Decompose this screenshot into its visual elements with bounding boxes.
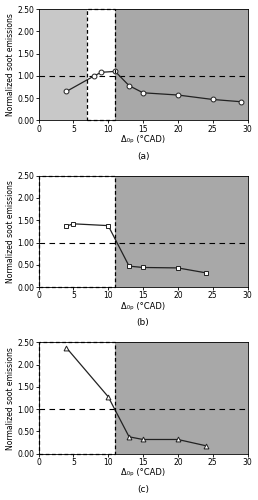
Y-axis label: Normalized soot emissions: Normalized soot emissions — [6, 14, 14, 116]
X-axis label: Δ₀ₚ (°CAD): Δ₀ₚ (°CAD) — [121, 135, 165, 144]
X-axis label: Δ₀ₚ (°CAD): Δ₀ₚ (°CAD) — [121, 468, 165, 477]
Bar — [115, 176, 248, 287]
Text: (c): (c) — [137, 485, 149, 494]
Y-axis label: Normalized soot emissions: Normalized soot emissions — [6, 180, 14, 283]
Bar — [115, 342, 248, 454]
Bar — [115, 9, 248, 120]
Bar — [38, 176, 115, 287]
Text: (a): (a) — [137, 152, 149, 160]
Bar — [38, 342, 115, 454]
X-axis label: Δ₀ₚ (°CAD): Δ₀ₚ (°CAD) — [121, 302, 165, 310]
Y-axis label: Normalized soot emissions: Normalized soot emissions — [6, 346, 14, 450]
Bar — [87, 9, 115, 120]
Bar — [87, 9, 115, 120]
Bar — [38, 176, 115, 287]
Text: (b): (b) — [137, 318, 149, 327]
Bar — [38, 342, 115, 454]
Bar — [38, 9, 87, 120]
